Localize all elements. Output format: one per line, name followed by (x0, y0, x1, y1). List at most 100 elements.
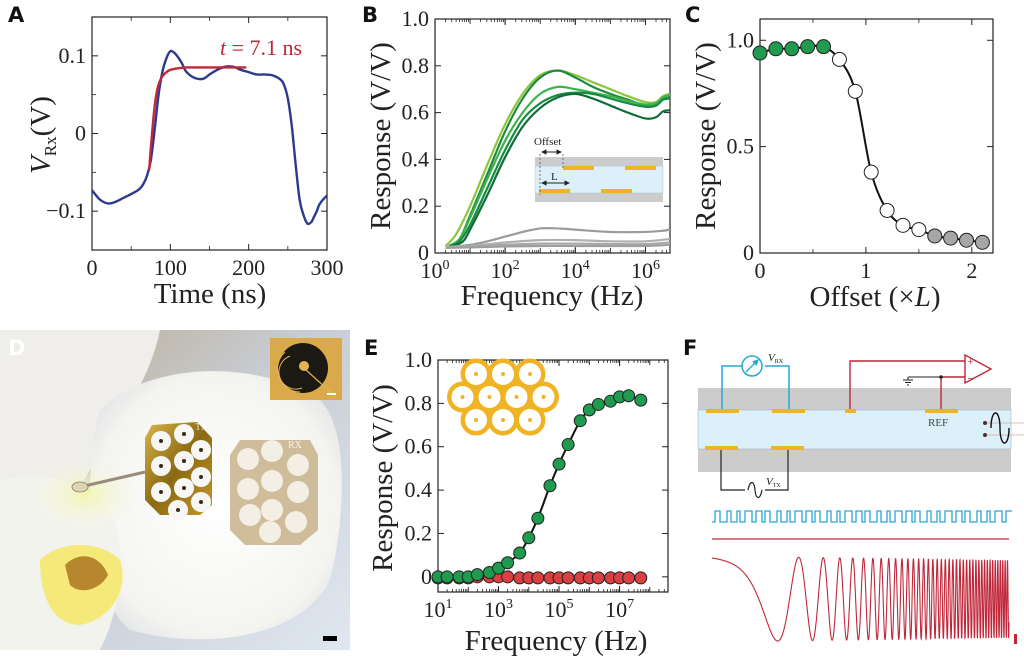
hex-electrode-dot (460, 395, 465, 399)
data-point-gray (943, 230, 959, 246)
y-tick-label: 1.0 (405, 347, 433, 372)
series-offset-4 (448, 91, 671, 248)
hex-electrode-dot (528, 372, 532, 376)
annotation-rise-time: t = 7.1 ns (220, 35, 302, 60)
ref-electrode (925, 409, 958, 413)
scale-bar (323, 636, 337, 641)
panel-label-c: C (685, 3, 700, 27)
hex-electrode-dot (541, 395, 546, 399)
y-tick-label: 0 (418, 240, 429, 265)
x-tick-label: 105 (545, 597, 574, 622)
plot-frame-b (434, 18, 671, 254)
electrode-trace (278, 355, 303, 390)
hex-electrode-dot (487, 395, 492, 399)
data-point-green (816, 39, 832, 55)
y-tick-label: 0 (421, 564, 432, 589)
data-point-white (879, 202, 895, 218)
series-measured (91, 49, 328, 226)
series-offset-5 (452, 92, 671, 248)
flower-center-glow (30, 460, 140, 530)
ac-source-icon (747, 481, 763, 499)
series-offset-9 (445, 243, 671, 249)
electrode-trace (276, 351, 301, 393)
rx-pad (261, 499, 283, 521)
panel-b-chart: 100 102 104 106 0 0.2 0.4 0.6 0.8 1.0 Offset L Fr… (365, 6, 671, 312)
panel-label-b: B (362, 3, 378, 27)
data-point-green (784, 41, 800, 57)
y-tick-label: 1.0 (727, 27, 755, 52)
tx-pad-center (159, 490, 163, 494)
data-point-aligned (622, 389, 636, 403)
panel-f-schematic: VRX VTX + − REF (697, 352, 1024, 644)
y-axis-label-e: Response (V/V) (367, 384, 399, 572)
rx-pad (237, 478, 259, 500)
tx-pad-center (199, 500, 203, 504)
rx-electrode-1 (706, 409, 739, 413)
y-tick-label: 0.8 (405, 390, 433, 415)
tx-wire (720, 450, 745, 491)
x-axis-label-b: Frequency (Hz) (461, 280, 644, 312)
plot-frame-e (437, 359, 669, 593)
tx-pad-center (182, 432, 186, 436)
data-point-green (768, 41, 784, 57)
tx-pad-center (199, 475, 203, 479)
data-point-misaligned (634, 571, 648, 585)
data-point-misaligned (622, 571, 636, 585)
data-point-aligned (573, 414, 587, 428)
data-point-aligned (522, 531, 536, 545)
y-axis-label-c: Response (V/V) (690, 42, 722, 230)
inset-electrode (539, 189, 570, 193)
y-tick-label: 0 (743, 240, 754, 265)
data-point-gray (959, 232, 975, 248)
rx-wire (721, 365, 745, 409)
data-point-aligned (513, 546, 527, 560)
sense-wire (849, 360, 965, 409)
hex-electrode-dot (474, 418, 478, 422)
x-tick-label: 107 (605, 597, 634, 622)
fluid-channel (697, 409, 1012, 450)
hex-electrode-dot (514, 395, 519, 399)
series-offset-6 (445, 227, 671, 249)
data-point-aligned (440, 570, 454, 584)
rx-pad (285, 511, 307, 533)
y-tick-label: 0.5 (727, 134, 755, 159)
v-tx-label: VTX (766, 476, 781, 489)
sense-electrode (845, 409, 856, 413)
connector (71, 481, 89, 493)
data-point-green (752, 45, 768, 61)
data-point-aligned (501, 556, 515, 570)
cable (79, 470, 146, 489)
inset-channel (534, 165, 664, 194)
data-point-aligned (470, 568, 484, 582)
data-point-white (847, 83, 863, 99)
length-label: L (551, 171, 558, 183)
data-point-white (863, 164, 879, 180)
hex-electrode-dot (528, 418, 532, 422)
y-tick-label: 1.0 (402, 6, 430, 31)
offset-label: Offset (534, 136, 561, 148)
data-point-aligned (552, 457, 566, 471)
x-tick-label: 103 (484, 597, 513, 622)
panel-c-chart: 0 1 2 0 0.5 1.0 Offset (×L) Response (V/V) (690, 18, 994, 313)
x-tick-label: 100 (154, 255, 187, 280)
x-tick-label: 102 (491, 258, 520, 283)
tx-pad-center (159, 464, 163, 468)
inset-electrode (601, 189, 632, 193)
panel-label-d: D (8, 336, 25, 360)
voltmeter-needle (745, 359, 759, 373)
tx-electrode-2 (771, 446, 804, 450)
x-tick-label: 104 (561, 258, 590, 283)
op-amp-minus: − (967, 374, 974, 383)
data-point-gray (974, 234, 990, 250)
tx-electrode-1 (705, 446, 738, 450)
rx-pad (239, 504, 261, 526)
x-tick-label: 0 (755, 258, 766, 283)
x-tick-label: 101 (424, 597, 453, 622)
data-point-green (800, 39, 816, 55)
rx-pad (237, 448, 259, 470)
op-amp-icon (964, 353, 993, 385)
data-point-misaligned (591, 571, 605, 585)
y-tick-label: 0 (75, 121, 86, 146)
ground-icon (903, 377, 913, 386)
